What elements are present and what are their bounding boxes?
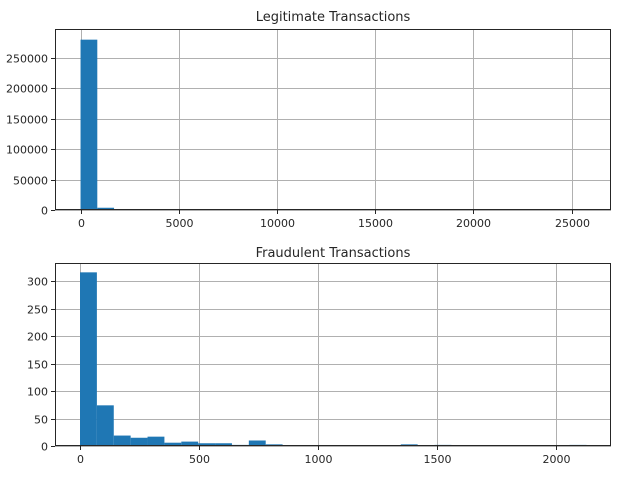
fraudulent-y-tick-label: 100 [27,386,48,399]
fraudulent-y-tick-label: 300 [27,276,48,289]
legitimate-x-tick-label: 5000 [166,217,194,230]
legitimate-y-ticks: 0 50000 100000 150000 200000 250000 [6,53,55,218]
legitimate-grid [55,29,611,211]
fraudulent-x-ticks: 0 500 1000 1500 2000 [77,446,571,466]
fraudulent-histogram-bar [113,435,131,446]
fraudulent-histogram-bar [181,441,199,446]
fraudulent-x-tick-label: 0 [77,453,84,466]
fraudulent-histogram-bar [96,405,114,446]
legitimate-axes-frame [55,29,611,210]
fraudulent-y-ticks: 0 50 100 150 200 250 300 [27,276,55,454]
fraudulent-histogram-bar [80,272,97,446]
legitimate-histogram-bar [97,207,115,210]
legitimate-y-tick-label: 0 [41,205,48,218]
fraudulent-x-tick-label: 500 [189,453,210,466]
fraudulent-histogram-bar [215,443,232,446]
fraudulent-histogram-bar [198,443,216,446]
legitimate-x-tick-label: 20000 [456,217,491,230]
legitimate-chart-title: Legitimate Transactions [256,10,411,25]
fraudulent-histogram-bar [164,442,182,446]
fraudulent-y-tick-label: 200 [27,331,48,344]
legitimate-x-tick-label: 25000 [555,217,590,230]
fraudulent-x-tick-label: 1500 [424,453,452,466]
legitimate-y-tick-label: 100000 [6,144,48,157]
fraudulent-y-tick-label: 50 [34,414,48,427]
legitimate-y-tick-label: 250000 [6,53,48,66]
legitimate-x-tick-label: 15000 [358,217,393,230]
legitimate-y-tick-label: 150000 [6,114,48,127]
legitimate-x-tick-label: 10000 [260,217,295,230]
fraudulent-histogram-panel: Fraudulent Transactions 0 500 1000 1500 2000… [27,246,611,466]
legitimate-histogram-panel: Legitimate Transactions 0 5000 10000 15000 2… [6,10,611,230]
fraudulent-x-tick-label: 1000 [305,453,333,466]
legitimate-x-ticks: 0 5000 10000 15000 20000 25000 [78,210,590,230]
legitimate-x-tick-label: 0 [78,217,85,230]
legitimate-histogram-bar [80,39,98,211]
legitimate-bars [80,39,584,211]
fraudulent-histogram-bar [130,437,148,446]
legitimate-y-tick-label: 200000 [6,83,48,96]
fraudulent-histogram-bar [248,440,266,446]
fraudulent-grid [55,263,611,447]
fraudulent-y-tick-label: 250 [27,304,48,317]
fraudulent-x-tick-label: 2000 [543,453,571,466]
fraudulent-chart-title: Fraudulent Transactions [256,246,411,261]
fraudulent-y-tick-label: 0 [41,441,48,454]
fraudulent-axes-frame [55,263,611,446]
fraudulent-histogram-bar [147,436,165,446]
legitimate-y-tick-label: 50000 [13,175,48,188]
fraudulent-y-tick-label: 150 [27,359,48,372]
